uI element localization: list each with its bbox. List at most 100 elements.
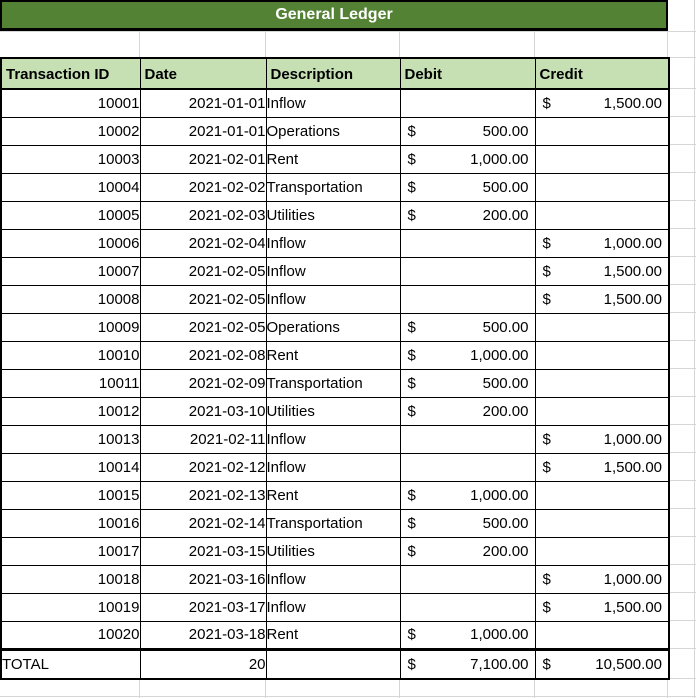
cell-credit[interactable] [534,480,670,510]
ledger-title-cell[interactable]: General Ledger [0,0,668,31]
cell-credit[interactable] [534,200,670,230]
cell-description[interactable]: Rent [265,144,401,174]
cell-credit[interactable]: $ 1,000.00 [534,424,670,454]
cell-debit[interactable]: $ 500.00 [399,116,536,146]
cell-date[interactable]: 2021-03-16 [139,564,267,594]
cell-credit[interactable]: $ 1,500.00 [534,592,670,622]
cell-debit[interactable] [399,256,536,286]
cell-debit[interactable]: $ 1,000.00 [399,480,536,510]
total-count-cell[interactable]: 20 [139,647,267,680]
cell-credit[interactable]: $ 1,500.00 [534,452,670,482]
total-description-cell[interactable] [265,647,401,680]
cell-credit[interactable]: $ 1,000.00 [534,228,670,258]
cell-date[interactable]: 2021-02-03 [139,200,267,230]
cell-description[interactable]: Transportation [265,368,401,398]
cell-debit[interactable]: $ 500.00 [399,172,536,202]
column-header-debit[interactable]: Debit [399,57,536,90]
cell-credit[interactable]: $ 1,500.00 [534,284,670,314]
total-credit-cell[interactable]: $ 10,500.00 [534,647,670,680]
cell-transaction-id[interactable]: 10020 [0,620,141,650]
cell-description[interactable]: Rent [265,620,401,650]
cell-credit[interactable] [534,172,670,202]
cell-debit[interactable]: $ 500.00 [399,312,536,342]
cell-date[interactable]: 2021-03-10 [139,396,267,426]
cell-date[interactable]: 2021-01-01 [139,116,267,146]
cell-date[interactable]: 2021-02-14 [139,508,267,538]
cell-transaction-id[interactable]: 10012 [0,396,141,426]
cell-description[interactable]: Inflow [265,256,401,286]
cell-date[interactable]: 2021-02-08 [139,340,267,370]
cell-credit[interactable] [534,396,670,426]
cell-description[interactable]: Operations [265,312,401,342]
cell-date[interactable]: 2021-01-01 [139,88,267,118]
cell-date[interactable]: 2021-02-05 [139,256,267,286]
cell-debit[interactable] [399,592,536,622]
cell-date[interactable]: 2021-02-13 [139,480,267,510]
cell-credit[interactable] [534,368,670,398]
cell-debit[interactable] [399,424,536,454]
cell-description[interactable]: Utilities [265,200,401,230]
cell-credit[interactable] [534,340,670,370]
cell-transaction-id[interactable]: 10016 [0,508,141,538]
cell-description[interactable]: Utilities [265,396,401,426]
cell-credit[interactable] [534,508,670,538]
cell-description[interactable]: Inflow [265,88,401,118]
cell-transaction-id[interactable]: 10003 [0,144,141,174]
cell-debit[interactable]: $ 200.00 [399,396,536,426]
cell-transaction-id[interactable]: 10011 [0,368,141,398]
cell-credit[interactable]: $ 1,000.00 [534,564,670,594]
cell-credit[interactable] [534,116,670,146]
column-header-transaction-id[interactable]: Transaction ID [0,57,141,90]
cell-debit[interactable]: $ 200.00 [399,200,536,230]
cell-transaction-id[interactable]: 10014 [0,452,141,482]
cell-date[interactable]: 2021-03-17 [139,592,267,622]
cell-debit[interactable] [399,228,536,258]
cell-debit[interactable] [399,88,536,118]
total-debit-cell[interactable]: $ 7,100.00 [399,647,536,680]
cell-transaction-id[interactable]: 10005 [0,200,141,230]
cell-debit[interactable]: $ 1,000.00 [399,144,536,174]
column-header-description[interactable]: Description [265,57,401,90]
cell-description[interactable]: Operations [265,116,401,146]
cell-transaction-id[interactable]: 10019 [0,592,141,622]
cell-date[interactable]: 2021-03-15 [139,536,267,566]
cell-date[interactable]: 2021-02-01 [139,144,267,174]
cell-date[interactable]: 2021-02-05 [139,284,267,314]
cell-transaction-id[interactable]: 10008 [0,284,141,314]
cell-transaction-id[interactable]: 10001 [0,88,141,118]
cell-transaction-id[interactable]: 10015 [0,480,141,510]
cell-description[interactable]: Transportation [265,172,401,202]
cell-date[interactable]: 2021-03-18 [139,620,267,650]
cell-date[interactable]: 2021-02-11 [139,424,267,454]
cell-date[interactable]: 2021-02-05 [139,312,267,342]
cell-debit[interactable]: $ 1,000.00 [399,340,536,370]
cell-debit[interactable] [399,452,536,482]
cell-debit[interactable]: $ 200.00 [399,536,536,566]
cell-description[interactable]: Inflow [265,592,401,622]
total-label-cell[interactable]: TOTAL [0,647,141,680]
cell-description[interactable]: Rent [265,480,401,510]
cell-date[interactable]: 2021-02-09 [139,368,267,398]
cell-credit[interactable]: $ 1,500.00 [534,256,670,286]
cell-description[interactable]: Inflow [265,564,401,594]
cell-transaction-id[interactable]: 10018 [0,564,141,594]
cell-transaction-id[interactable]: 10010 [0,340,141,370]
cell-credit[interactable] [534,620,670,650]
cell-transaction-id[interactable]: 10017 [0,536,141,566]
cell-description[interactable]: Utilities [265,536,401,566]
cell-description[interactable]: Inflow [265,284,401,314]
cell-description[interactable]: Inflow [265,424,401,454]
cell-transaction-id[interactable]: 10009 [0,312,141,342]
cell-credit[interactable]: $ 1,500.00 [534,88,670,118]
column-header-date[interactable]: Date [139,57,267,90]
cell-debit[interactable]: $ 500.00 [399,508,536,538]
cell-transaction-id[interactable]: 10006 [0,228,141,258]
cell-debit[interactable] [399,564,536,594]
column-header-credit[interactable]: Credit [534,57,670,90]
cell-debit[interactable]: $ 500.00 [399,368,536,398]
cell-date[interactable]: 2021-02-02 [139,172,267,202]
cell-description[interactable]: Inflow [265,452,401,482]
cell-description[interactable]: Transportation [265,508,401,538]
cell-description[interactable]: Inflow [265,228,401,258]
cell-transaction-id[interactable]: 10013 [0,424,141,454]
